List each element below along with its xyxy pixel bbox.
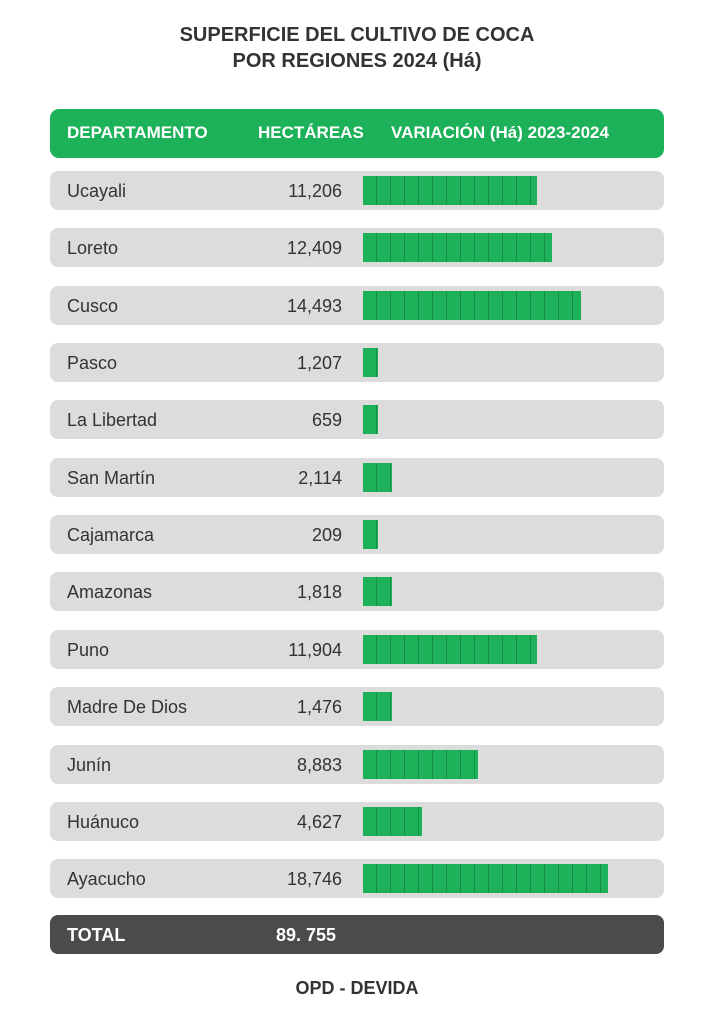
- variation-bar: [363, 348, 378, 377]
- hectareas-cell: 1,476: [296, 697, 342, 717]
- hectareas-cell: 659: [311, 410, 342, 430]
- header-hectareas: HECTÁREAS: [258, 123, 364, 142]
- departamento-cell: San Martín: [67, 468, 156, 488]
- departamento-cell: Cusco: [67, 296, 119, 316]
- variation-bar: [363, 577, 392, 606]
- variation-bar: [363, 692, 392, 721]
- variation-bar: [363, 635, 537, 664]
- variation-bar: [363, 807, 422, 836]
- hectareas-cell: 12,409: [286, 238, 342, 258]
- departamento-cell: Cajamarca: [67, 525, 155, 545]
- departamento-cell: Puno: [67, 640, 110, 660]
- table-row: Ayacucho 18,746: [50, 859, 664, 898]
- hectareas-cell: 1,207: [296, 353, 342, 373]
- variation-bar: [363, 405, 378, 434]
- table-row: Junín 8,883: [50, 745, 664, 784]
- hectareas-cell: 4,627: [296, 812, 342, 832]
- hectareas-cell: 11,206: [288, 181, 342, 201]
- hectareas-cell: 11,904: [288, 640, 342, 660]
- table-row: Cusco 14,493: [50, 286, 664, 325]
- table-row: Loreto 12,409: [50, 228, 664, 267]
- departamento-cell: Madre De Dios: [67, 697, 188, 717]
- departamento-cell: Junín: [67, 755, 112, 775]
- chart-title: SUPERFICIE DEL CULTIVO DE COCA POR REGIO…: [0, 22, 714, 74]
- hectareas-cell: 1,818: [296, 582, 342, 602]
- total-value: 89. 755: [276, 925, 337, 945]
- hectareas-cell: 209: [311, 525, 342, 545]
- header-departamento: DEPARTAMENTO: [67, 123, 208, 142]
- header-variacion: VARIACIÓN (Há) 2023-2024: [391, 123, 609, 142]
- hectareas-cell: 18,746: [286, 869, 342, 889]
- hectareas-cell: 8,883: [296, 755, 342, 775]
- total-row: TOTAL 89. 755: [50, 915, 664, 954]
- variation-bar: [363, 750, 478, 779]
- table-row: Amazonas 1,818: [50, 572, 664, 611]
- departamento-cell: Loreto: [67, 238, 119, 258]
- table-row: Huánuco 4,627: [50, 802, 664, 841]
- table-row: Ucayali 11,206: [50, 171, 664, 210]
- variation-bar: [363, 233, 552, 262]
- table-row: Cajamarca 209: [50, 515, 664, 554]
- table-row: Puno 11,904: [50, 630, 664, 669]
- variation-bar: [363, 520, 378, 549]
- hectareas-cell: 2,114: [298, 468, 342, 488]
- departamento-cell: Huánuco: [67, 812, 140, 832]
- variation-bar: [363, 291, 581, 320]
- departamento-cell: Ucayali: [67, 181, 127, 201]
- departamento-cell: Ayacucho: [67, 869, 146, 889]
- total-label: TOTAL: [67, 925, 126, 945]
- source-label: OPD - DEVIDA: [295, 978, 419, 998]
- table-header: DEPARTAMENTO HECTÁREAS VARIACIÓN (Há) 20…: [50, 109, 664, 158]
- table-row: San Martín 2,114: [50, 458, 664, 497]
- hectareas-cell: 14,493: [286, 296, 342, 316]
- departamento-cell: Pasco: [67, 353, 118, 373]
- variation-bar: [363, 463, 392, 492]
- departamento-cell: Amazonas: [67, 582, 153, 602]
- title-line-2: POR REGIONES 2024 (Há): [232, 50, 482, 72]
- table-row: La Libertad 659: [50, 400, 664, 439]
- departamento-cell: La Libertad: [67, 410, 158, 430]
- variation-bar: [363, 176, 537, 205]
- variation-bar: [363, 864, 608, 893]
- title-line-1: SUPERFICIE DEL CULTIVO DE COCA: [179, 24, 535, 46]
- table-row: Pasco 1,207: [50, 343, 664, 382]
- table-row: Madre De Dios 1,476: [50, 687, 664, 726]
